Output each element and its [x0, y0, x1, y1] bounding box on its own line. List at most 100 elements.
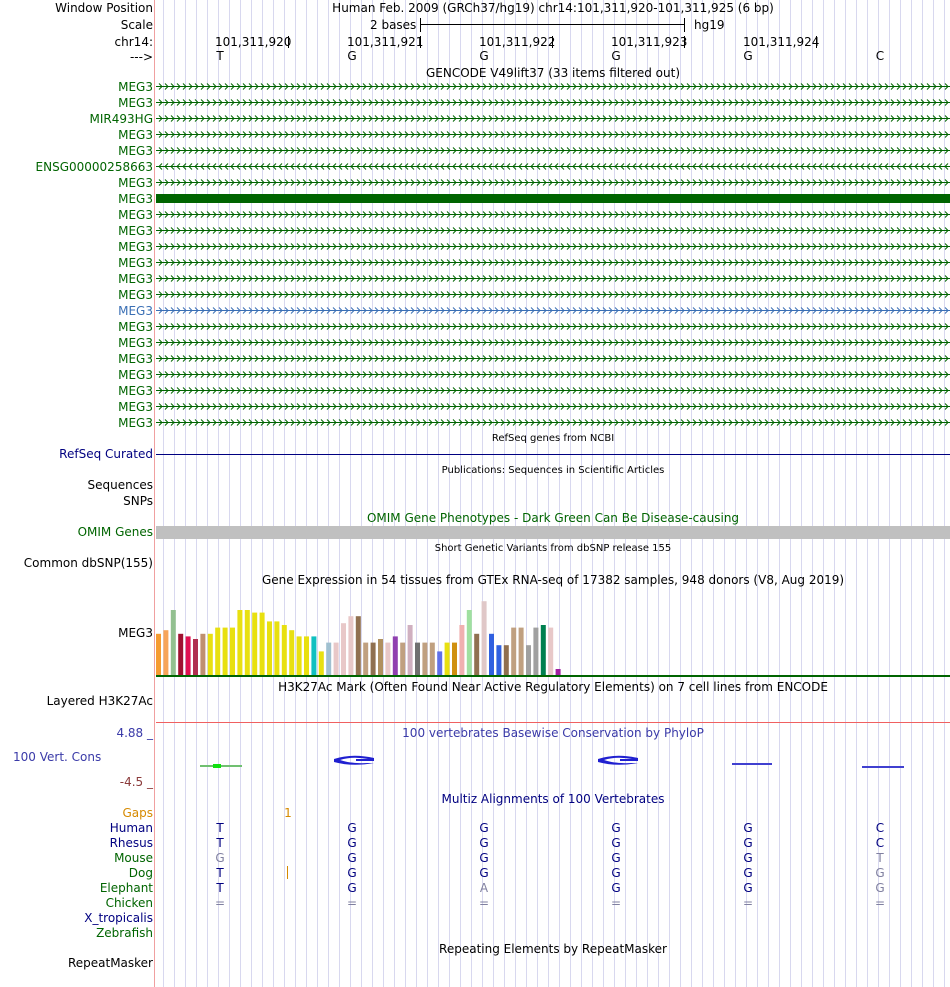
- gtex-tissue-bar[interactable]: [259, 612, 265, 676]
- gencode-intron-forward[interactable]: [156, 82, 950, 91]
- gencode-intron-forward[interactable]: [156, 146, 950, 155]
- gtex-tissue-bar[interactable]: [429, 642, 435, 676]
- gencode-gene-label[interactable]: MEG3: [118, 352, 153, 366]
- h3k27ac-label[interactable]: Layered H3K27Ac: [46, 694, 153, 708]
- repeatmasker-label[interactable]: RepeatMasker: [67, 956, 153, 970]
- gtex-tissue-bar[interactable]: [518, 627, 524, 676]
- gencode-intron-forward[interactable]: [156, 210, 950, 219]
- gencode-intron-forward[interactable]: [156, 418, 950, 427]
- gencode-gene-label[interactable]: MEG3: [118, 368, 153, 382]
- gencode-intron-forward[interactable]: [156, 322, 950, 331]
- gtex-tissue-bar[interactable]: [341, 623, 346, 676]
- gencode-gene-label[interactable]: MEG3: [118, 128, 153, 142]
- omim-feature-bar[interactable]: [156, 526, 950, 539]
- gtex-tissue-bar[interactable]: [437, 651, 443, 676]
- gtex-tissue-bar[interactable]: [444, 642, 450, 676]
- gencode-intron-forward[interactable]: [156, 226, 950, 235]
- gencode-gene-label[interactable]: MEG3: [118, 304, 153, 318]
- gencode-gene-label[interactable]: MEG3: [118, 400, 153, 414]
- gencode-gene-label[interactable]: MEG3: [118, 288, 153, 302]
- gencode-gene-label[interactable]: MEG3: [118, 384, 153, 398]
- gencode-gene-label[interactable]: MEG3: [118, 96, 153, 110]
- gtex-tissue-bar[interactable]: [222, 627, 228, 676]
- gtex-tissue-bar[interactable]: [474, 633, 480, 676]
- gencode-intron-forward[interactable]: [156, 114, 950, 123]
- gtex-tissue-bar[interactable]: [548, 627, 554, 676]
- gencode-gene-label[interactable]: MEG3: [118, 176, 153, 190]
- species-label[interactable]: Human: [109, 821, 153, 835]
- gtex-tissue-bar[interactable]: [333, 642, 339, 676]
- gtex-tissue-bar[interactable]: [296, 636, 302, 676]
- gencode-intron-forward[interactable]: [156, 402, 950, 411]
- gencode-intron-forward[interactable]: [156, 338, 950, 347]
- phylop-label[interactable]: 100 Vert. Cons: [13, 750, 102, 764]
- gtex-tissue-bar[interactable]: [415, 642, 420, 676]
- gencode-intron-forward[interactable]: [156, 258, 950, 267]
- species-label[interactable]: Rhesus: [109, 836, 153, 850]
- phylop-signal[interactable]: [156, 750, 950, 775]
- gencode-gene-label[interactable]: MEG3: [118, 320, 153, 334]
- gencode-gene-label[interactable]: MEG3: [118, 80, 153, 94]
- gtex-tissue-bar[interactable]: [311, 636, 317, 676]
- gencode-intron-forward[interactable]: [156, 98, 950, 107]
- gencode-intron-forward[interactable]: [156, 290, 950, 299]
- gencode-gene-label[interactable]: MEG3: [118, 256, 153, 270]
- gtex-tissue-bar[interactable]: [540, 625, 546, 676]
- gtex-tissue-bar[interactable]: [252, 612, 258, 676]
- species-label[interactable]: Chicken: [105, 896, 153, 910]
- gtex-tissue-bar[interactable]: [207, 633, 213, 676]
- gencode-intron-reverse[interactable]: [156, 162, 950, 171]
- gtex-tissue-bar[interactable]: [215, 627, 221, 676]
- gencode-gene-label[interactable]: MEG3: [118, 208, 153, 222]
- gencode-intron-forward[interactable]: [156, 274, 950, 283]
- gtex-tissue-bar[interactable]: [274, 621, 280, 676]
- gtex-tissue-bar[interactable]: [511, 627, 517, 676]
- gtex-tissue-bar[interactable]: [318, 651, 324, 676]
- gtex-tissue-bar[interactable]: [281, 625, 287, 676]
- gencode-exon-bar[interactable]: [156, 194, 950, 203]
- gtex-gene-label[interactable]: MEG3: [118, 626, 153, 640]
- gencode-gene-label[interactable]: MEG3: [118, 240, 153, 254]
- gencode-gene-label[interactable]: MEG3: [118, 336, 153, 350]
- gtex-tissue-bar[interactable]: [363, 642, 369, 676]
- gencode-gene-label[interactable]: MEG3: [118, 192, 153, 206]
- gtex-tissue-bar[interactable]: [489, 633, 494, 676]
- dbsnp-label[interactable]: Common dbSNP(155): [23, 556, 153, 570]
- gtex-tissue-bar[interactable]: [170, 610, 176, 676]
- species-label[interactable]: Elephant: [99, 881, 153, 895]
- gtex-tissue-bar[interactable]: [392, 636, 398, 676]
- gencode-gene-label[interactable]: MEG3: [118, 416, 153, 430]
- gtex-tissue-bar[interactable]: [481, 601, 487, 676]
- h3k27ac-signal-line[interactable]: [156, 722, 950, 723]
- gencode-gene-label[interactable]: MIR493HG: [89, 112, 153, 126]
- gtex-tissue-bar[interactable]: [533, 627, 539, 676]
- gtex-tissue-bar[interactable]: [407, 625, 413, 676]
- gtex-tissue-bar[interactable]: [156, 633, 161, 676]
- gtex-tissue-bar[interactable]: [526, 645, 531, 676]
- sequences-label[interactable]: Sequences: [87, 478, 153, 492]
- gtex-tissue-bar[interactable]: [385, 642, 391, 676]
- gtex-tissue-bar[interactable]: [348, 616, 354, 676]
- snps-label[interactable]: SNPs: [123, 494, 153, 508]
- gencode-intron-forward[interactable]: [156, 386, 950, 395]
- gtex-expression-chart[interactable]: [156, 588, 950, 678]
- gencode-intron-forward[interactable]: [156, 242, 950, 251]
- species-label[interactable]: Zebrafish: [96, 926, 153, 940]
- gtex-tissue-bar[interactable]: [355, 616, 361, 676]
- gtex-tissue-bar[interactable]: [230, 627, 235, 676]
- gtex-tissue-bar[interactable]: [370, 642, 376, 676]
- gtex-tissue-bar[interactable]: [466, 610, 472, 676]
- gtex-tissue-bar[interactable]: [185, 636, 191, 676]
- gtex-tissue-bar[interactable]: [555, 669, 561, 676]
- gencode-intron-forward[interactable]: [156, 178, 950, 187]
- gtex-tissue-bar[interactable]: [267, 621, 272, 676]
- gtex-tissue-bar[interactable]: [244, 610, 250, 676]
- gtex-tissue-bar[interactable]: [326, 642, 332, 676]
- gtex-tissue-bar[interactable]: [378, 639, 383, 676]
- species-label[interactable]: X_tropicalis: [84, 911, 153, 925]
- gencode-intron-forward[interactable]: [156, 370, 950, 379]
- gencode-gene-label[interactable]: MEG3: [118, 272, 153, 286]
- gtex-tissue-bar[interactable]: [289, 630, 295, 676]
- species-label[interactable]: Dog: [128, 866, 153, 880]
- gtex-tissue-bar[interactable]: [459, 625, 465, 676]
